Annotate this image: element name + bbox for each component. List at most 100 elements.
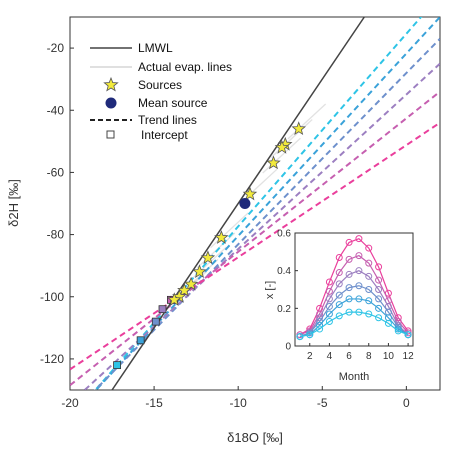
inset-series-point: [335, 312, 343, 320]
main-x-tick-label: -5: [317, 396, 328, 410]
source-star-marker: [183, 276, 199, 291]
inset-series-point: [345, 270, 353, 278]
evap-line: [210, 212, 249, 249]
evap-line: [262, 137, 301, 174]
trend-line-lower: [93, 339, 145, 390]
inset-series-point: [355, 295, 363, 303]
inset-series-point: [335, 301, 343, 309]
legend-circle-icon: [105, 97, 117, 109]
source-star-marker: [266, 155, 281, 170]
inset-series-point: [375, 263, 383, 271]
inset-series-point: [365, 244, 373, 252]
inset-x-tick-label: 10: [383, 351, 395, 362]
inset-series-point: [355, 267, 363, 275]
main-x-tick-label: -10: [230, 396, 248, 410]
main-y-tick-label: -120: [40, 352, 64, 366]
main-y-tick-label: -60: [47, 165, 65, 179]
legend-star-icon: [103, 76, 119, 92]
inset-series-point: [316, 321, 324, 329]
inset-x-tick-label: 12: [403, 351, 415, 362]
inset-y-tick-label: 0: [285, 342, 291, 353]
inset-series-point: [325, 302, 333, 310]
legend-evap-label: Actual evap. lines: [138, 60, 232, 74]
inset-series-point: [355, 252, 363, 260]
main-y-tick-label: -80: [47, 228, 65, 242]
inset-series-point: [355, 282, 363, 290]
intercept-marker: [113, 361, 121, 370]
inset-series-point: [375, 295, 383, 303]
main-y-axis-label: δ2H [‰]: [6, 179, 21, 227]
source-star-marker: [200, 250, 216, 265]
inset-series-point: [375, 286, 383, 293]
inset-series-line: [299, 311, 409, 338]
source-markers: [167, 121, 306, 307]
inset-series-point: [355, 235, 363, 243]
inset-series-point: [394, 323, 402, 331]
inset-series-point: [355, 308, 363, 316]
legend-trend-label: Trend lines: [138, 113, 197, 127]
inset-series-point: [345, 295, 353, 303]
trend-line-upper: [173, 121, 440, 301]
inset-series-point: [325, 318, 333, 326]
evap-line: [287, 103, 327, 140]
lmwl-line-group: [111, 17, 365, 390]
legend-square-icon: [106, 130, 115, 139]
main-x-tick-label: -15: [145, 396, 163, 410]
inset-series-point: [316, 325, 324, 333]
inset-series-point: [394, 327, 402, 335]
inset-x-axis-label: Month: [339, 371, 370, 383]
main-x-ticks: -20 -15 -10 -5 0: [61, 386, 410, 410]
source-star-marker: [214, 230, 229, 244]
main-y-tick-label: -20: [47, 41, 65, 55]
inset-x-ticks: 2 4 6 8 10 12: [307, 343, 414, 362]
legend-intercept-label: Intercept: [141, 128, 188, 142]
inset-x-tick-label: 6: [346, 351, 352, 362]
inset-series-point: [335, 280, 343, 288]
main-y-tick-label: -100: [40, 290, 64, 304]
inset-series-point: [345, 308, 353, 316]
inset-series-point: [365, 259, 373, 267]
inset-y-ticks: 0 0.2 0.4 0.6: [277, 229, 298, 353]
inset-series-point: [404, 331, 412, 339]
main-x-tick-label: -20: [61, 396, 79, 410]
inset-series-point: [365, 297, 373, 305]
source-star-marker: [274, 139, 290, 154]
inset-x-tick-label: 8: [366, 351, 372, 362]
inset-series-point: [296, 331, 304, 339]
inset-series-point: [375, 314, 383, 322]
source-star-marker: [192, 264, 207, 279]
inset-series-point: [375, 304, 383, 312]
inset-series-point: [335, 253, 343, 261]
inset-y-tick-label: 0.2: [277, 304, 291, 315]
inset-y-tick-label: 0.6: [277, 229, 291, 240]
source-star-marker: [291, 121, 306, 136]
main-x-axis-label: δ18O [‰]: [227, 430, 283, 445]
inset-y-axis-label: x [-]: [264, 281, 276, 299]
inset-series-group: [296, 235, 412, 341]
mean-source-marker-group: [239, 198, 251, 209]
inset-series-point: [325, 278, 333, 286]
legend-mean-label: Mean source: [138, 96, 208, 110]
intercept-marker: [136, 336, 145, 345]
intercept-marker: [158, 305, 167, 314]
mean-source-marker: [239, 198, 251, 209]
inset-y-tick-label: 0.4: [277, 266, 291, 277]
evap-line: [188, 246, 227, 283]
trend-line-lower: [70, 308, 167, 387]
legend-sources-label: Sources: [138, 78, 182, 92]
lmwl-line: [111, 17, 365, 390]
trend-line-upper: [129, 17, 440, 354]
trend-line-upper: [165, 90, 440, 310]
source-star-marker: [177, 282, 192, 297]
source-star-marker: [167, 292, 182, 307]
inset-series-point: [325, 295, 333, 303]
inset-series-point: [335, 269, 343, 277]
inset-series-point: [375, 276, 383, 284]
inset-series-point: [345, 284, 353, 292]
inset-series-point: [365, 272, 373, 280]
main-y-tick-label: -40: [47, 103, 65, 117]
inset-series-point: [306, 331, 314, 339]
inset-series-point: [345, 255, 353, 263]
inset-series-point: [365, 286, 373, 293]
